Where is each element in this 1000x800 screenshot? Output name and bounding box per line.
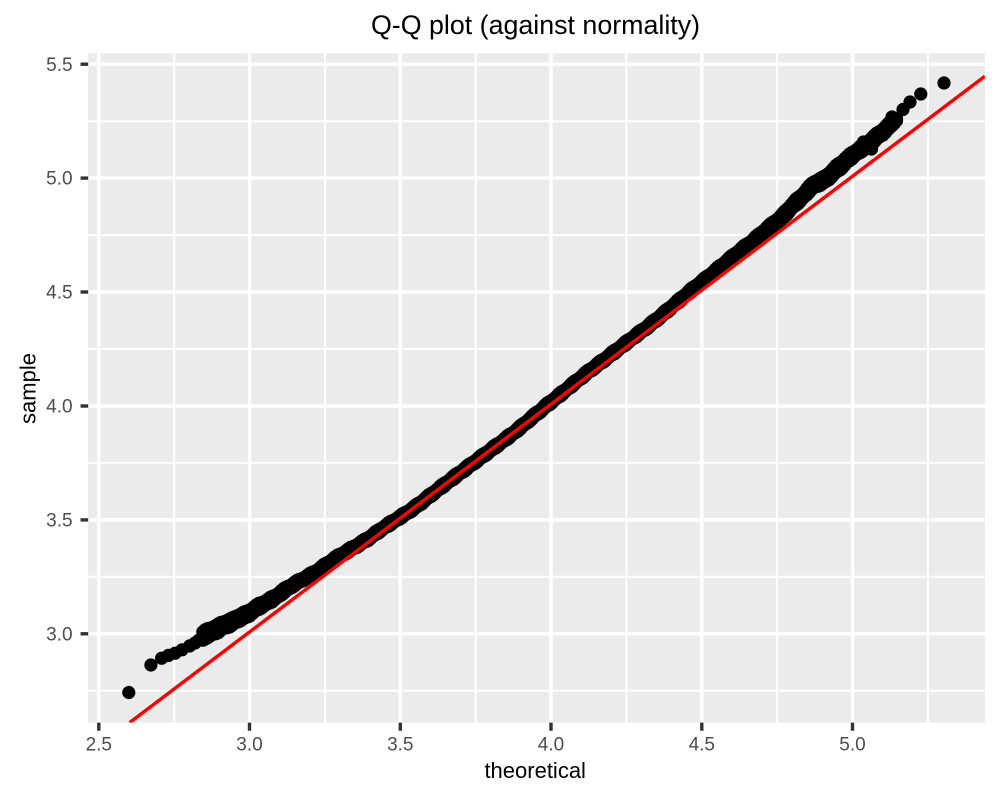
svg-text:2.5: 2.5	[86, 735, 112, 756]
svg-text:4.5: 4.5	[46, 283, 72, 304]
svg-text:3.0: 3.0	[236, 735, 262, 756]
svg-text:4.5: 4.5	[689, 735, 715, 756]
svg-text:5.5: 5.5	[46, 55, 72, 76]
svg-text:Q-Q plot (against normality): Q-Q plot (against normality)	[371, 10, 700, 40]
svg-text:4.0: 4.0	[46, 397, 72, 418]
svg-text:sample: sample	[16, 353, 41, 424]
svg-text:5.0: 5.0	[46, 169, 72, 190]
svg-text:5.0: 5.0	[839, 735, 865, 756]
svg-text:3.0: 3.0	[46, 624, 72, 645]
svg-text:4.0: 4.0	[538, 735, 564, 756]
svg-text:theoretical: theoretical	[484, 758, 586, 783]
svg-text:3.5: 3.5	[46, 511, 72, 532]
svg-text:3.5: 3.5	[387, 735, 413, 756]
